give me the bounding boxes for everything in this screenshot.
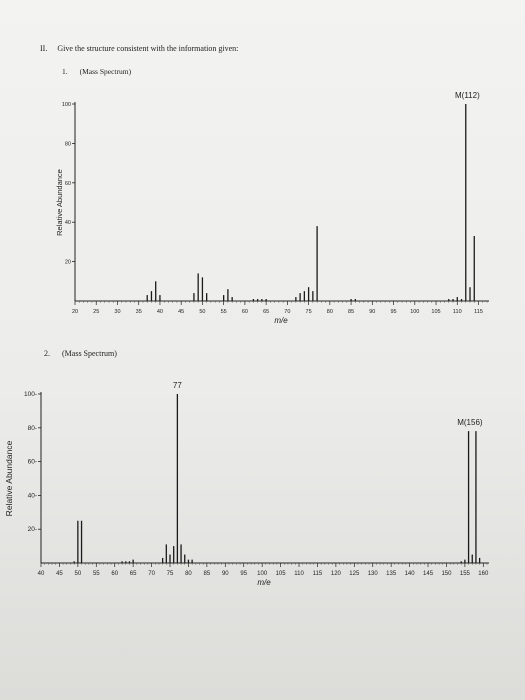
x-tick-label: 90 (222, 571, 229, 577)
x-tick-label: 55 (93, 571, 100, 577)
problem-2-heading: 2. (Mass Spectrum) (44, 349, 117, 358)
peak-annotation: M(112) (455, 91, 480, 100)
x-tick-label: 95 (240, 571, 247, 577)
y-axis-label: Relative Abundance (55, 169, 64, 236)
x-tick-label: 150 (441, 571, 452, 577)
x-tick-label: 45 (56, 571, 63, 577)
x-tick-label: 85 (204, 571, 211, 577)
x-tick-label: 140 (405, 571, 416, 577)
y-tick-label: 60- (28, 459, 37, 466)
y-tick-label: 40- (28, 492, 37, 499)
x-tick-label: 120 (331, 571, 342, 577)
y-axis-label: Relative Abundance (4, 440, 14, 516)
x-tick-label: 40 (157, 309, 163, 315)
x-tick-label: 100 (257, 571, 268, 577)
x-tick-label: 115 (313, 571, 323, 577)
question-number: II. (40, 44, 48, 53)
y-tick-label: 80- (28, 425, 37, 432)
x-tick-label: 30 (114, 309, 120, 315)
problem-1-number: 1. (62, 67, 68, 76)
question-text: Give the structure consistent with the i… (57, 44, 239, 53)
y-tick-label: 100 (62, 102, 71, 108)
x-tick-label: 105 (431, 309, 440, 315)
x-tick-label: 95 (390, 309, 396, 315)
x-tick-label: 80 (185, 571, 192, 577)
y-tick-label: 100- (24, 391, 37, 398)
x-tick-label: 75 (167, 571, 174, 577)
mass-spectrum-chart-1: 20 40 60 80 100 20 25 30 35 40 45 50 55 60 65 70 75 80 85 9… (55, 91, 489, 325)
y-tick-label: 80 (65, 141, 71, 147)
x-tick-label: 70 (148, 571, 155, 577)
x-tick-label: 45 (178, 309, 184, 315)
x-tick-label: 125 (349, 571, 360, 577)
problem-1-label: (Mass Spectrum) (79, 67, 132, 76)
x-tick-label: 60 (242, 309, 248, 315)
y-tick-label: 20 (65, 260, 71, 266)
peak-annotation: 77 (173, 381, 182, 390)
x-tick-label: 65 (263, 309, 269, 315)
x-tick-label: 35 (136, 309, 142, 315)
problem-1-heading: 1. (Mass Spectrum) (62, 67, 131, 76)
x-tick-label: 155 (460, 571, 471, 577)
x-tick-label: 40 (38, 571, 45, 577)
x-tick-label: 55 (221, 309, 227, 315)
x-tick-label: 65 (130, 571, 137, 577)
x-tick-label: 20 (72, 309, 78, 315)
y-tick-label: 60 (65, 181, 71, 187)
problem-2-number: 2. (44, 349, 50, 358)
x-tick-label: 90 (369, 309, 375, 315)
x-tick-label: 115 (474, 309, 483, 315)
x-tick-label: 100 (410, 309, 419, 315)
x-tick-label: 105 (276, 571, 287, 577)
x-axis-label: m/e (274, 316, 288, 325)
x-tick-label: 145 (423, 571, 434, 577)
x-tick-label: 110 (294, 571, 304, 577)
y-tick-label: 40 (65, 220, 71, 226)
question-heading: II. Give the structure consistent with th… (40, 44, 238, 53)
x-axis-label: m/e (257, 578, 271, 587)
problem-2-label: (Mass Spectrum) (62, 349, 117, 358)
x-tick-label: 60 (111, 571, 118, 577)
x-tick-label: 50 (199, 309, 205, 315)
x-tick-label: 110 (453, 309, 462, 315)
x-tick-label: 75 (306, 309, 312, 315)
peak-annotation: M(156) (457, 418, 483, 427)
x-tick-label: 160 (478, 571, 489, 577)
x-tick-label: 135 (386, 571, 397, 577)
x-tick-label: 50 (75, 571, 82, 577)
y-tick-label: 20- (28, 526, 37, 533)
x-tick-label: 70 (284, 309, 290, 315)
x-tick-label: 25 (93, 309, 99, 315)
x-tick-label: 130 (368, 571, 379, 577)
x-tick-label: 80 (327, 309, 333, 315)
mass-spectrum-chart-2: 20- 40- 60- 80- 100- 40 45 50 55 60 65 70 75 80 85 90 95… (4, 381, 489, 587)
x-tick-label: 85 (348, 309, 354, 315)
